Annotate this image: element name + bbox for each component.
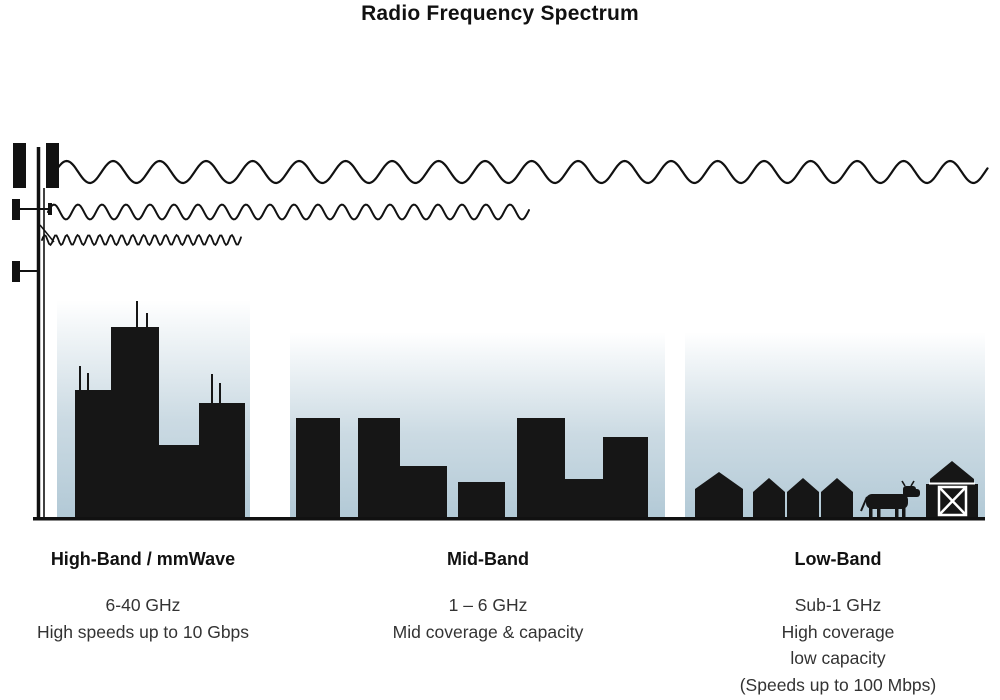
building xyxy=(159,445,199,518)
town-skyline xyxy=(296,418,648,518)
band-desc-low-2: low capacity xyxy=(790,648,886,668)
cow-horn xyxy=(901,480,906,487)
cow-leg xyxy=(895,506,899,518)
cow-leg xyxy=(869,506,873,518)
mid-frequency-wave xyxy=(47,203,530,221)
house-icon xyxy=(753,478,785,518)
ground-line xyxy=(33,517,985,521)
high-band-caption: High-Band / mmWave 6-40 GHz High speeds … xyxy=(18,549,268,645)
antenna-small-1 xyxy=(12,199,20,220)
band-name-low: Low-Band xyxy=(794,549,882,569)
cow-icon xyxy=(860,480,920,518)
rooftop-antennas xyxy=(79,301,221,404)
cell-tower-icon xyxy=(12,143,59,518)
band-freq-low: Sub-1 GHz xyxy=(794,595,882,615)
city-skyline xyxy=(75,301,245,518)
cow-leg xyxy=(877,506,881,518)
antenna-panel-left xyxy=(13,143,26,188)
band-desc-high: High speeds up to 10 Gbps xyxy=(36,621,250,642)
cow-leg xyxy=(902,506,906,518)
band-desc-low-3: (Speeds up to 100 Mbps) xyxy=(739,674,937,695)
page-title: Radio Frequency Spectrum xyxy=(361,2,639,25)
cow-snout xyxy=(911,489,920,497)
building xyxy=(458,482,505,518)
high-frequency-wave xyxy=(41,233,242,247)
barn-door-cross xyxy=(938,486,967,516)
cow-horn xyxy=(910,480,915,487)
band-name-high: High-Band / mmWave xyxy=(50,549,236,569)
building xyxy=(358,418,400,518)
building xyxy=(565,479,603,518)
building xyxy=(296,418,340,518)
barn-icon xyxy=(926,461,978,518)
building xyxy=(111,327,159,518)
spectrum-illustration xyxy=(12,143,989,521)
low-band-caption: Low-Band Sub-1 GHz High coverage low cap… xyxy=(698,549,978,698)
band-freq-mid: 1 – 6 GHz xyxy=(448,595,528,615)
band-freq-high: 6-40 GHz xyxy=(105,595,181,615)
building xyxy=(400,466,447,518)
rural-scene xyxy=(695,461,978,518)
cow-body xyxy=(866,494,908,509)
tower-guy-wire xyxy=(39,224,55,243)
low-frequency-wave xyxy=(53,159,989,185)
house-icon xyxy=(821,478,853,518)
barn-door xyxy=(937,485,968,517)
house-icon xyxy=(695,472,743,518)
band-name-mid: Mid-Band xyxy=(447,549,529,569)
building xyxy=(75,390,111,518)
antenna-panel-right xyxy=(46,143,59,188)
band-desc-low-1: High coverage xyxy=(781,621,895,642)
building xyxy=(517,418,565,518)
antenna-small-2 xyxy=(12,261,20,282)
band-desc-mid: Mid coverage & capacity xyxy=(392,621,584,642)
house-icon xyxy=(787,478,819,518)
mid-band-caption: Mid-Band 1 – 6 GHz Mid coverage & capaci… xyxy=(348,549,628,645)
building xyxy=(199,403,245,518)
cow-tail xyxy=(860,496,868,512)
radio-waves xyxy=(41,159,989,247)
building xyxy=(603,437,648,518)
